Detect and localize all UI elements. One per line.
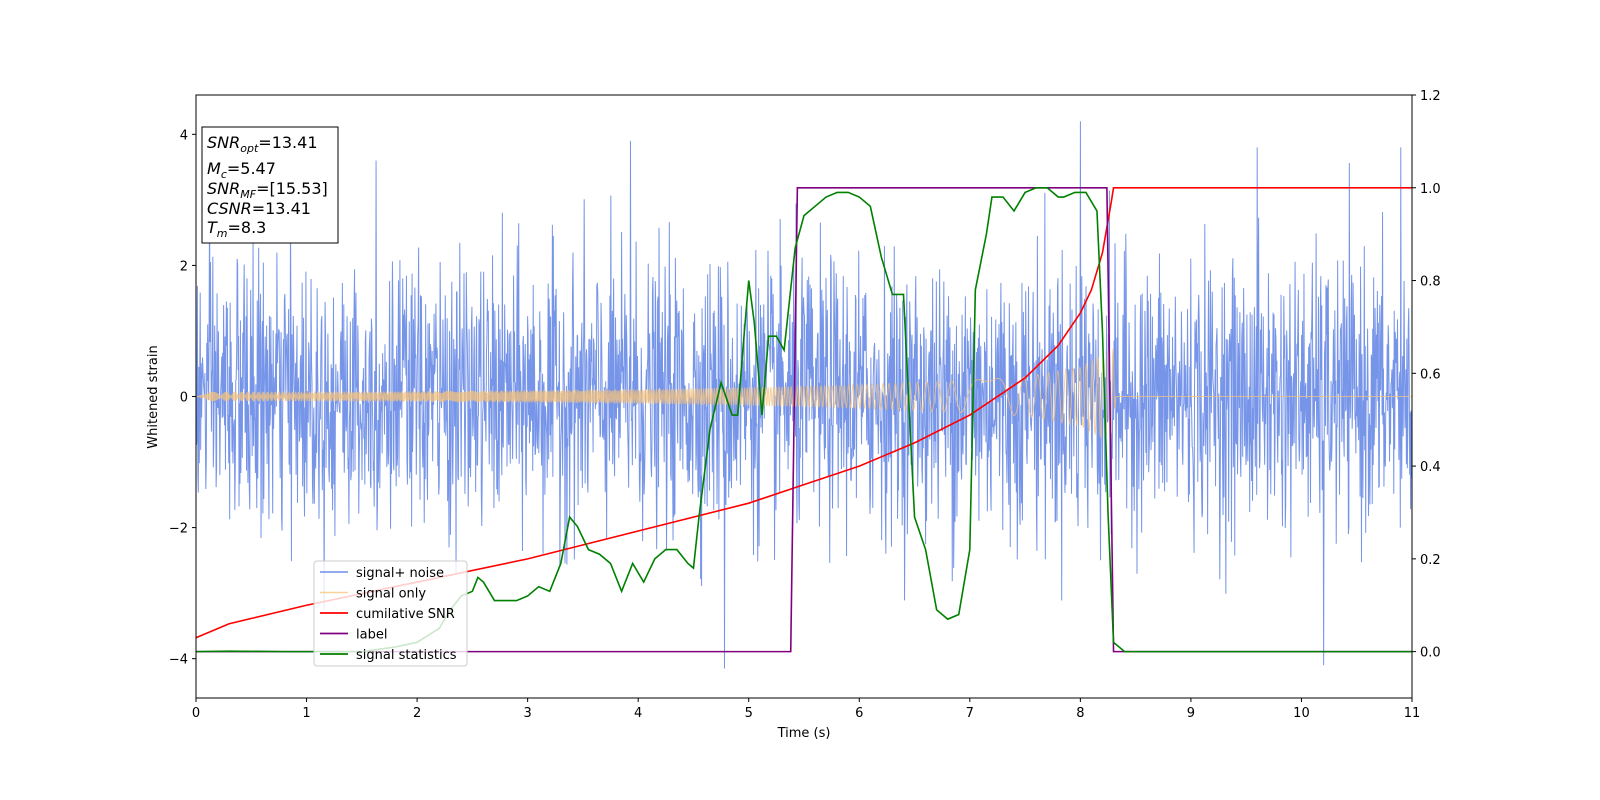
series-signal-noise (196, 121, 1412, 669)
annotation-snr-opt: SNRopt=13.41 (207, 133, 318, 155)
legend-item-label: label (320, 628, 387, 643)
y2-tick-label-0-2: 0.2 (1420, 553, 1441, 568)
annotation-snr-mf: SNRMF=[15.53] (207, 179, 328, 201)
y2-tick-label-1-0: 1.0 (1420, 182, 1441, 197)
y-tick-label-0: 0 (180, 391, 188, 406)
legend-label-signal-noise: signal+ noise (356, 566, 444, 581)
y-axis-left: −4 −2 0 2 4 (169, 128, 196, 668)
series-signal-only (196, 347, 1412, 444)
annotation-csnr: CSNR=13.41 (207, 199, 311, 218)
x-tick-label-7: 7 (966, 706, 974, 721)
y-axis-label: Whitened strain (146, 345, 161, 448)
y2-tick-label-0-8: 0.8 (1420, 275, 1441, 290)
x-tick-label-0: 0 (192, 706, 200, 721)
y-tick-label-minus-4: −4 (169, 653, 188, 668)
legend-item-signal-statistics: signal statistics (320, 648, 457, 663)
legend-item-cumilative-snr: cumilative SNR (320, 607, 455, 622)
x-tick-label-6: 6 (855, 706, 863, 721)
series-signal-statistics (196, 186, 1412, 653)
annotation-box: SNRopt=13.41 Mc=5.47 SNRMF=[15.53] CSNR=… (201, 126, 339, 244)
annotation-mc: Mc=5.47 (207, 159, 276, 181)
x-tick-label-3: 3 (523, 706, 531, 721)
legend-label-label: label (356, 628, 387, 643)
y2-tick-label-0-6: 0.6 (1420, 367, 1441, 382)
legend-label-signal-statistics: signal statistics (356, 648, 457, 663)
x-tick-label-5: 5 (745, 706, 753, 721)
x-tick-label-2: 2 (413, 706, 421, 721)
y2-tick-label-1-2: 1.2 (1420, 89, 1441, 104)
x-tick-label-9: 9 (1187, 706, 1195, 721)
legend: signal+ noise signal only cumilative SNR la… (313, 560, 468, 667)
x-tick-label-4: 4 (634, 706, 642, 721)
y2-tick-label-0-0: 0.0 (1420, 646, 1441, 661)
x-tick-label-8: 8 (1076, 706, 1084, 721)
y-tick-label-minus-2: −2 (169, 522, 188, 537)
y-tick-label-4: 4 (180, 128, 188, 143)
x-tick-label-10: 10 (1293, 706, 1310, 721)
y-axis-right: 0.0 0.2 0.4 0.6 0.8 1.0 1.2 (1412, 89, 1441, 661)
x-tick-label-11: 11 (1404, 706, 1421, 721)
legend-frame (313, 560, 468, 667)
y-tick-label-2: 2 (180, 259, 188, 274)
legend-item-signal-noise: signal+ noise (320, 566, 444, 581)
legend-label-signal-only: signal only (356, 587, 426, 602)
annotation-tm: Tm=8.3 (207, 218, 266, 240)
annotation-frame (201, 126, 339, 244)
x-axis: 0 1 2 3 4 5 6 7 8 9 10 11 (192, 698, 1420, 721)
legend-label-cumilative-snr: cumilative SNR (356, 607, 455, 622)
x-tick-label-1: 1 (302, 706, 310, 721)
legend-item-signal-only: signal only (320, 587, 426, 602)
x-axis-label: Time (s) (777, 726, 831, 741)
y2-tick-label-0-4: 0.4 (1420, 460, 1441, 475)
